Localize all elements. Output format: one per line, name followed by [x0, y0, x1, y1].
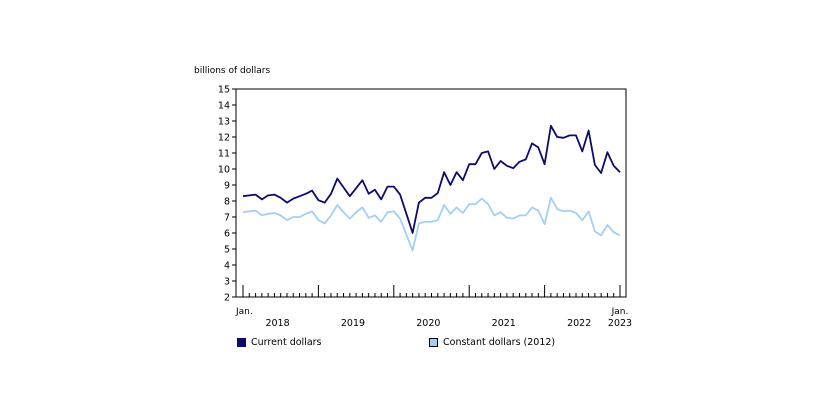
- x-axis-year-labels: 2018 2019 2020 2021 2022 2023: [265, 318, 632, 329]
- x-year-label: 2021: [492, 318, 516, 329]
- y-tick-label: 4: [224, 261, 230, 272]
- y-tick-label: 2: [224, 293, 230, 304]
- y-tick-label: 12: [218, 133, 230, 144]
- x-year-label: 2019: [341, 318, 365, 329]
- plot-frame: [235, 88, 627, 298]
- y-tick-label: 5: [224, 245, 230, 256]
- legend-swatch-current-dollars: [237, 337, 246, 347]
- series-line-constant-dollars: [242, 196, 621, 252]
- x-year-label: 2023: [608, 318, 632, 329]
- legend-swatch-constant-dollars: [429, 337, 438, 347]
- series-line-current-dollars: [242, 124, 621, 234]
- y-axis-label: billions of dollars: [194, 66, 270, 76]
- y-axis: 2 3 4 5 6 7 8 9 10 11 12 13 14 15: [218, 85, 236, 304]
- legend-item-current-dollars: Current dollars: [237, 334, 322, 350]
- y-tick-label: 3: [224, 277, 230, 288]
- y-tick-label: 7: [224, 213, 230, 224]
- y-tick-label: 8: [224, 197, 230, 208]
- series-lines: [242, 124, 621, 252]
- x-year-label: 2022: [567, 318, 591, 329]
- x-year-label: 2018: [265, 318, 289, 329]
- y-tick-label: 15: [218, 85, 230, 96]
- x-axis: [242, 285, 621, 297]
- legend-label-current-dollars: Current dollars: [251, 336, 322, 348]
- y-tick-label: 6: [224, 229, 230, 240]
- legend-item-constant-dollars: Constant dollars (2012): [429, 334, 555, 350]
- y-tick-label: 10: [218, 165, 230, 176]
- x-axis-start-month-label: Jan.: [235, 307, 253, 317]
- y-tick-label: 11: [218, 149, 230, 160]
- x-axis-end-month-label: Jan.: [611, 307, 629, 317]
- y-tick-label: 13: [218, 117, 230, 128]
- y-tick-label: 9: [224, 181, 230, 192]
- x-year-label: 2020: [416, 318, 440, 329]
- y-tick-label: 14: [218, 101, 230, 112]
- legend-label-constant-dollars: Constant dollars (2012): [443, 336, 556, 348]
